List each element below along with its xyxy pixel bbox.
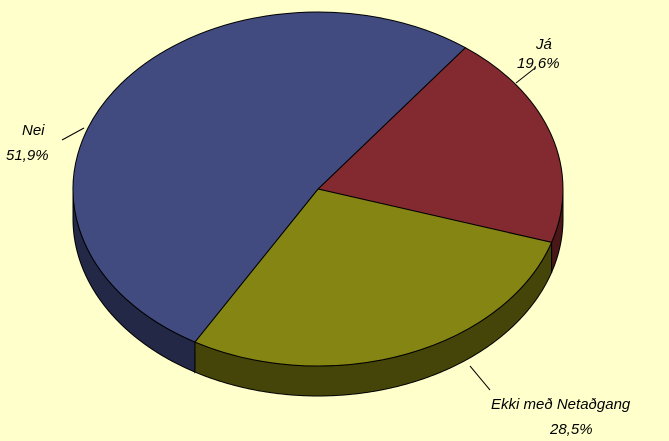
leader-line-ja xyxy=(515,67,536,84)
slice-value-ekki: 28,5% xyxy=(549,421,593,438)
pie-slice-ja xyxy=(317,47,564,243)
slice-value-ja: 19,6% xyxy=(517,55,560,72)
slice-label-ja: Já xyxy=(535,36,552,53)
slice-label-nei: Nei xyxy=(22,122,45,139)
slice-value-nei: 51,9% xyxy=(6,147,49,164)
pie-tops xyxy=(72,11,564,367)
slice-label-ekki: Ekki með Netaðgang xyxy=(491,396,631,413)
leader-line-nei xyxy=(61,127,85,141)
leader-line-ekki xyxy=(469,365,491,391)
pie-slice-nei xyxy=(72,11,466,343)
pie-slice-ekki-me-neta-gang xyxy=(194,188,553,367)
